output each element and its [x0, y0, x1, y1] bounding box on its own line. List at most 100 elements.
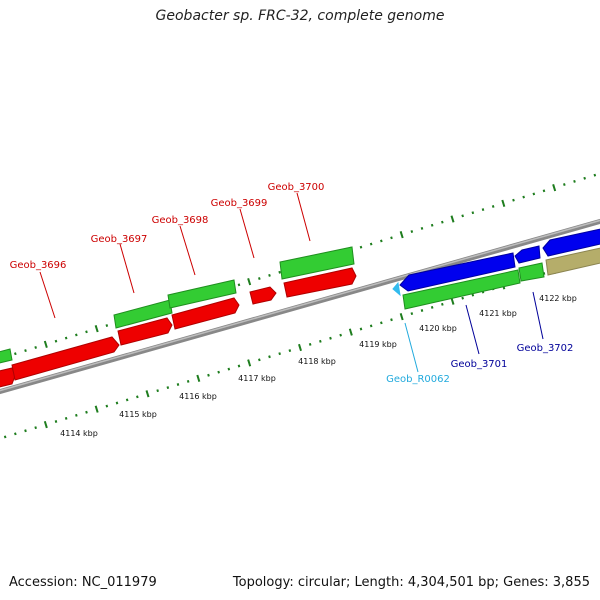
- ruler-outer-tick: [14, 352, 17, 356]
- gene-feature-blue-right[interactable]: [542, 228, 600, 257]
- ruler-outer-tick: [94, 325, 99, 333]
- ruler-inner-tick: [54, 420, 58, 423]
- ruler-outer-tick: [583, 176, 586, 180]
- gene-label[interactable]: Geob_3697: [91, 234, 148, 245]
- backbone-line: [0, 218, 600, 395]
- ruler-outer-tick: [471, 211, 475, 215]
- backbone: [0, 218, 600, 395]
- gene-labels: Geob_3696 Geob_3697 Geob_3698 Geob_3699 …: [10, 182, 574, 385]
- ruler-inner-tick: [94, 405, 99, 413]
- ruler-inner-tick: [288, 349, 292, 353]
- gene-features: [0, 228, 600, 388]
- ruler-outer-tick: [268, 273, 271, 277]
- ruler-outer-tick: [237, 283, 241, 287]
- gene-feature-red-3700[interactable]: [283, 267, 357, 298]
- ruler-outer-tick: [481, 208, 485, 212]
- ruler-inner-tick: [75, 413, 78, 417]
- gene-label[interactable]: Geob_3702: [517, 343, 574, 354]
- kbp-label: 4120 kbp: [419, 324, 457, 333]
- ruler-outer-tick: [512, 198, 515, 202]
- kbp-label: 4115 kbp: [119, 410, 157, 419]
- ruler-inner-tick: [430, 305, 434, 309]
- ruler-outer-tick: [461, 214, 464, 218]
- ruler-outer-tick: [441, 220, 444, 224]
- ruler-inner-tick: [64, 416, 68, 420]
- gene-label[interactable]: Geob_R0062: [386, 374, 450, 385]
- ruler-inner-tick: [227, 367, 231, 371]
- ruler-inner-tick: [450, 297, 455, 305]
- gene-label[interactable]: Geob_3700: [268, 182, 325, 193]
- ruler-outer-tick: [258, 277, 261, 280]
- gene-feature-red-3696[interactable]: [11, 336, 120, 381]
- gene-feature-green-3701[interactable]: [402, 269, 521, 310]
- gene-label[interactable]: Geob_3699: [211, 198, 268, 209]
- ruler-outer-tick: [24, 349, 27, 353]
- ruler-outer-tick: [399, 231, 404, 239]
- gene-feature-green-3697[interactable]: [113, 299, 173, 329]
- gene-feature-khaki-right[interactable]: [545, 247, 600, 276]
- gene-label[interactable]: Geob_3698: [152, 215, 209, 226]
- gene-feature-cyan-R0062[interactable]: [392, 281, 401, 297]
- gene-feature-blue-3701[interactable]: [399, 252, 516, 292]
- ruler-outer-tick: [247, 278, 252, 286]
- leader-Geob_3699: [239, 208, 255, 259]
- ruler-outer-tick: [369, 242, 373, 246]
- ruler-inner-tick: [145, 390, 150, 398]
- gene-label[interactable]: Geob_3701: [451, 359, 508, 370]
- ruler-inner-tick: [166, 386, 170, 390]
- gene-feature-green-3700[interactable]: [279, 246, 355, 280]
- ruler-inner-tick: [369, 324, 373, 328]
- gene-feature-green-left[interactable]: [0, 348, 13, 364]
- ruler-outer-tick: [54, 339, 58, 343]
- leader-Geob_3696: [39, 271, 56, 319]
- gene-feature-green-3698[interactable]: [167, 279, 237, 309]
- ruler-outer-tick: [43, 340, 48, 348]
- gene-label[interactable]: Geob_3696: [10, 260, 67, 271]
- kbp-label: 4117 kbp: [238, 374, 276, 383]
- ruler-inner-tick: [359, 327, 363, 331]
- ruler-inner-tick: [308, 342, 312, 346]
- ruler-inner-tick: [136, 395, 139, 399]
- ruler-inner-tick: [278, 352, 281, 356]
- ruler-inner-tick: [258, 358, 261, 362]
- ruler-inner-tick: [196, 374, 201, 382]
- ruler-inner-tick: [3, 435, 7, 439]
- ruler-inner-tick: [380, 321, 383, 325]
- ruler-inner-tick: [14, 432, 17, 436]
- kbp-label: 4122 kbp: [539, 294, 577, 303]
- leader-Geob_3697: [119, 243, 135, 294]
- ruler-inner-tick: [156, 389, 159, 393]
- ruler-inner-tick: [43, 420, 48, 429]
- kbp-label: 4116 kbp: [179, 392, 217, 401]
- gene-feature-red-left[interactable]: [0, 367, 16, 388]
- ruler-inner-tick: [176, 383, 180, 386]
- kbp-label: 4118 kbp: [298, 357, 336, 366]
- ruler-inner-tick: [34, 426, 37, 430]
- ruler-inner-tick: [339, 333, 342, 337]
- ruler-outer-tick: [410, 230, 414, 233]
- ruler-outer-tick: [430, 223, 434, 227]
- ruler-inner-tick: [207, 373, 210, 377]
- genome-summary-text: Topology: circular; Length: 4,304,501 bp…: [232, 575, 590, 590]
- gene-feature-red-3698[interactable]: [171, 297, 240, 330]
- gene-feature-red-3699[interactable]: [249, 286, 277, 305]
- gene-feature-green-3702[interactable]: [518, 262, 545, 282]
- gene-feature-red-3697[interactable]: [117, 317, 173, 346]
- ruler-outer-tick: [542, 189, 546, 193]
- gene-feature-blue-mid[interactable]: [514, 245, 541, 264]
- ruler-outer-tick: [491, 205, 495, 208]
- ruler-inner-tick: [399, 313, 404, 321]
- leader-Geob_3698: [179, 225, 196, 276]
- ruler-inner-tick: [105, 404, 109, 408]
- ruler-inner-tick: [268, 355, 271, 359]
- ruler-inner-tick: [410, 312, 414, 316]
- ruler-inner-tick: [298, 343, 302, 352]
- backbone-highlight: [0, 219, 600, 392]
- accession-text: Accession: NC_011979: [9, 575, 157, 590]
- ruler-outer-tick: [522, 195, 525, 199]
- ruler-inner-tick: [217, 370, 220, 374]
- ruler-outer-tick: [573, 179, 576, 183]
- ruler-inner-tick: [471, 293, 475, 297]
- ruler-outer-tick: [380, 239, 383, 243]
